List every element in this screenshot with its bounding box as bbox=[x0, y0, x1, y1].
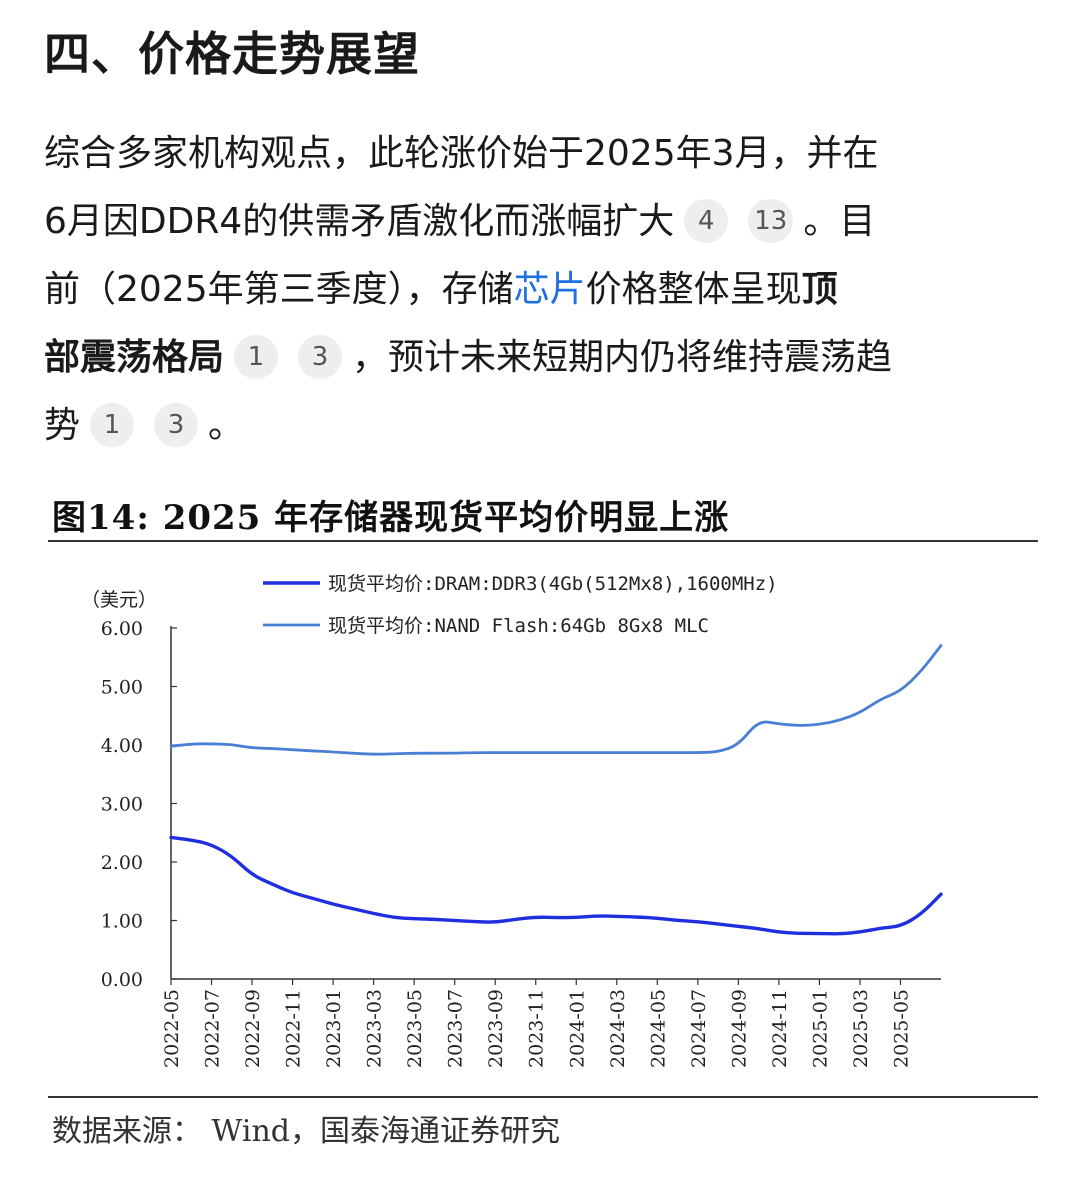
x-tick-label: 2023-11 bbox=[526, 989, 548, 1068]
paragraph-text: 6月因DDR4的供需矛盾激化而涨幅扩大 bbox=[44, 201, 675, 242]
figure-bottom-rule bbox=[48, 1096, 1038, 1098]
paragraph-text: 势 bbox=[44, 405, 81, 446]
figure-title: 图14: 2025 年存储器现货平均价明显上涨 bbox=[52, 498, 730, 538]
bold-text: 部震荡格局 bbox=[44, 337, 225, 378]
y-tick-label: 6.00 bbox=[101, 618, 143, 640]
paragraph-text: 价格整体呈现 bbox=[585, 269, 802, 310]
x-tick-label: 2023-01 bbox=[323, 989, 345, 1068]
x-tick-label: 2022-09 bbox=[242, 989, 264, 1068]
paragraph-line-5: 势 1 3。 bbox=[44, 392, 1044, 460]
x-tick-label: 2022-07 bbox=[202, 989, 224, 1068]
paragraph-text: 。 bbox=[208, 405, 245, 446]
paragraph-text: 。目 bbox=[803, 201, 876, 242]
bold-text: 顶 bbox=[801, 269, 838, 310]
figure-source: 数据来源： Wind，国泰海通证券研究 bbox=[52, 1114, 560, 1149]
x-tick-label: 2025-03 bbox=[850, 989, 872, 1068]
x-tick-label: 2023-07 bbox=[445, 989, 467, 1068]
x-tick-label: 2025-05 bbox=[890, 989, 912, 1068]
figure: 图14: 2025 年存储器现货平均价明显上涨 0.00 1.00 2.00 3.00… bbox=[48, 488, 1038, 1149]
y-tick-label: 2.00 bbox=[101, 852, 143, 874]
citation-badge[interactable]: 4 bbox=[684, 199, 729, 243]
paragraph-line-4: 部震荡格局 1 3 ，预计未来短期内仍将维持震荡趋 bbox=[44, 324, 1044, 392]
x-tick-label: 2024-09 bbox=[728, 989, 750, 1068]
x-tick-label: 2024-11 bbox=[769, 989, 791, 1068]
x-tick-label: 2025-01 bbox=[809, 989, 831, 1068]
y-tick-label: 5.00 bbox=[101, 677, 143, 699]
x-tick-label: 2024-05 bbox=[647, 989, 669, 1068]
paragraph-text: 前（2025年第三季度），存储 bbox=[44, 269, 514, 310]
section-heading: 四、价格走势展望 bbox=[44, 27, 420, 81]
dram-series-line bbox=[169, 835, 943, 936]
x-tick-label: 2022-11 bbox=[283, 989, 305, 1068]
citation-badge[interactable]: 3 bbox=[298, 335, 343, 379]
paragraph-text: 综合多家机构观点，此轮涨价始于2025年3月，并在 bbox=[44, 133, 879, 174]
x-tick-label: 2022-05 bbox=[161, 989, 183, 1068]
line-chart: 0.00 1.00 2.00 3.00 4.00 5.00 6.00 （美元） 2022-05 2… bbox=[81, 573, 943, 1068]
figure-top-rule bbox=[48, 540, 1038, 542]
x-tick-label: 2023-03 bbox=[364, 989, 386, 1068]
x-tick-label: 2024-01 bbox=[566, 989, 588, 1068]
citation-badge[interactable]: 13 bbox=[748, 199, 794, 243]
legend-label-nand: 现货平均价:NAND Flash:64Gb 8Gx8 MLC bbox=[328, 615, 709, 637]
paragraph-line-2: 6月因DDR4的供需矛盾激化而涨幅扩大 4 13 。目 bbox=[44, 188, 1044, 256]
x-tick-label: 2024-07 bbox=[688, 989, 710, 1068]
y-tick-label: 1.00 bbox=[101, 911, 143, 933]
paragraph-line-3: 前（2025年第三季度），存储芯片价格整体呈现顶 bbox=[44, 256, 1044, 324]
citation-badge[interactable]: 1 bbox=[90, 403, 135, 447]
legend-label-dram: 现货平均价:DRAM:DDR3(4Gb(512Mx8),1600MHz) bbox=[328, 573, 778, 595]
y-tick-label: 0.00 bbox=[101, 969, 143, 991]
paragraph-line-1: 综合多家机构观点，此轮涨价始于2025年3月，并在 bbox=[44, 120, 1044, 188]
citation-badge[interactable]: 3 bbox=[154, 403, 199, 447]
y-tick-label: 3.00 bbox=[101, 794, 143, 816]
citation-badge[interactable]: 1 bbox=[234, 335, 279, 379]
x-tick-label: 2023-05 bbox=[404, 989, 426, 1068]
y-tick-label: 4.00 bbox=[101, 735, 143, 757]
chip-link[interactable]: 芯片 bbox=[513, 269, 586, 310]
paragraph-text: ，预计未来短期内仍将维持震荡趋 bbox=[352, 337, 893, 378]
x-tick-label: 2023-09 bbox=[485, 989, 507, 1068]
x-tick-label: 2024-03 bbox=[607, 989, 629, 1068]
summary-paragraph: 综合多家机构观点，此轮涨价始于2025年3月，并在 6月因DDR4的供需矛盾激化… bbox=[44, 120, 1044, 460]
nand-series-line bbox=[169, 644, 943, 756]
y-axis-unit-label: （美元） bbox=[81, 589, 157, 611]
